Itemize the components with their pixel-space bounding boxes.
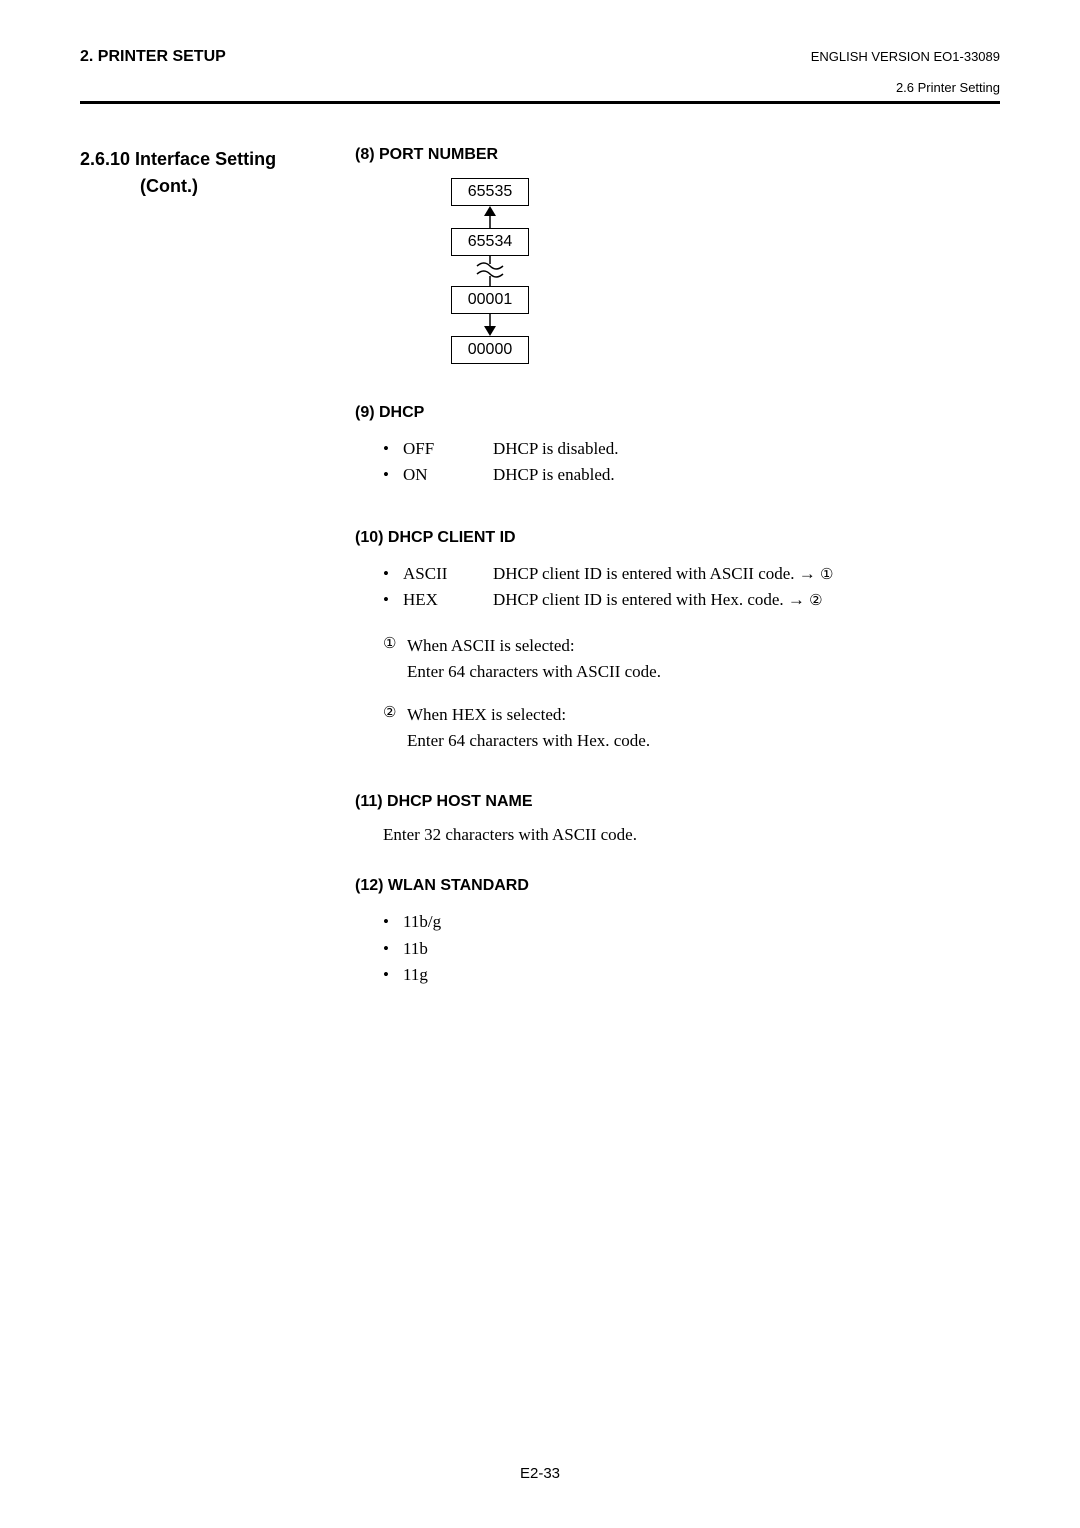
note-number: ①: [383, 633, 407, 659]
port-box: 00001: [451, 286, 529, 314]
item-label: HEX: [403, 587, 493, 613]
port-box: 65534: [451, 228, 529, 256]
item-desc: DHCP is enabled.: [493, 462, 1000, 488]
list-item: • 11b: [383, 936, 1000, 962]
header-sub-right: 2.6 Printer Setting: [80, 80, 1000, 95]
port-number-title: (8) PORT NUMBER: [355, 146, 1000, 164]
header-divider: [80, 101, 1000, 104]
bullet-icon: •: [383, 587, 403, 613]
bullet-icon: •: [383, 436, 403, 462]
note-line1: When HEX is selected:: [407, 702, 1000, 728]
bullet-icon: •: [383, 936, 403, 962]
circled-ref: ②: [809, 592, 822, 609]
arrow-down-icon: [451, 314, 529, 336]
note-line1: When ASCII is selected:: [407, 633, 1000, 659]
dhcp-host-name-title: (11) DHCP HOST NAME: [355, 793, 1000, 811]
content: 2.6.10 Interface Setting (Cont.) (8) POR…: [80, 146, 1000, 1008]
port-box: 00000: [451, 336, 529, 364]
port-number-diagram: 65535 65534 00001: [451, 178, 1000, 364]
right-column: (8) PORT NUMBER 65535 65534 00001: [355, 146, 1000, 1008]
list-item: • ASCII DHCP client ID is entered with A…: [383, 561, 1000, 587]
item-label: OFF: [403, 436, 493, 462]
note-number: ②: [383, 702, 407, 728]
section-title-line2: (Cont.): [80, 173, 355, 200]
header-right: ENGLISH VERSION EO1-33089: [811, 49, 1000, 64]
dhcp-title: (9) DHCP: [355, 404, 1000, 422]
item-label: ASCII: [403, 561, 493, 587]
header-left: 2. PRINTER SETUP: [80, 48, 226, 66]
bullet-icon: •: [383, 962, 403, 988]
section-title-line1: 2.6.10 Interface Setting: [80, 146, 355, 173]
wavy-line-icon: [451, 256, 529, 286]
list-item: • OFF DHCP is disabled.: [383, 436, 1000, 462]
dhcp-list: • OFF DHCP is disabled. • ON DHCP is ena…: [383, 436, 1000, 489]
list-item: • ON DHCP is enabled.: [383, 462, 1000, 488]
left-column: 2.6.10 Interface Setting (Cont.): [80, 146, 355, 1008]
list-item: • 11b/g: [383, 909, 1000, 935]
page-footer: E2-33: [0, 1465, 1080, 1482]
item-desc: DHCP client ID is entered with ASCII cod…: [493, 561, 1000, 587]
port-box: 65535: [451, 178, 529, 206]
bullet-icon: •: [383, 462, 403, 488]
note-row: ② When HEX is selected:: [383, 702, 1000, 728]
dhcp-client-id-title: (10) DHCP CLIENT ID: [355, 529, 1000, 547]
item-desc: DHCP is disabled.: [493, 436, 1000, 462]
note-block: ① When ASCII is selected: Enter 64 chara…: [383, 633, 1000, 684]
list-item: • 11g: [383, 962, 1000, 988]
bullet-icon: •: [383, 909, 403, 935]
wlan-standard-title: (12) WLAN STANDARD: [355, 877, 1000, 895]
page-header: 2. PRINTER SETUP ENGLISH VERSION EO1-330…: [80, 48, 1000, 66]
arrow-up-icon: [451, 206, 529, 228]
port-wavy-connector: [451, 256, 529, 286]
item-label: 11b/g: [403, 909, 441, 935]
item-label: 11b: [403, 936, 428, 962]
note-line2: Enter 64 characters with Hex. code.: [407, 728, 1000, 754]
bullet-icon: •: [383, 561, 403, 587]
note-row: ① When ASCII is selected:: [383, 633, 1000, 659]
item-label: ON: [403, 462, 493, 488]
note-block: ② When HEX is selected: Enter 64 charact…: [383, 702, 1000, 753]
wlan-standard-list: • 11b/g • 11b • 11g: [383, 909, 1000, 988]
item-desc: DHCP client ID is entered with Hex. code…: [493, 587, 1000, 613]
list-item: • HEX DHCP client ID is entered with Hex…: [383, 587, 1000, 613]
note-line2: Enter 64 characters with ASCII code.: [407, 659, 1000, 685]
circled-ref: ①: [820, 566, 833, 583]
port-arrow-down: [451, 314, 529, 336]
port-arrow-up: [451, 206, 529, 228]
item-label: 11g: [403, 962, 428, 988]
dhcp-host-name-text: Enter 32 characters with ASCII code.: [383, 825, 1000, 845]
dhcp-client-id-list: • ASCII DHCP client ID is entered with A…: [383, 561, 1000, 614]
